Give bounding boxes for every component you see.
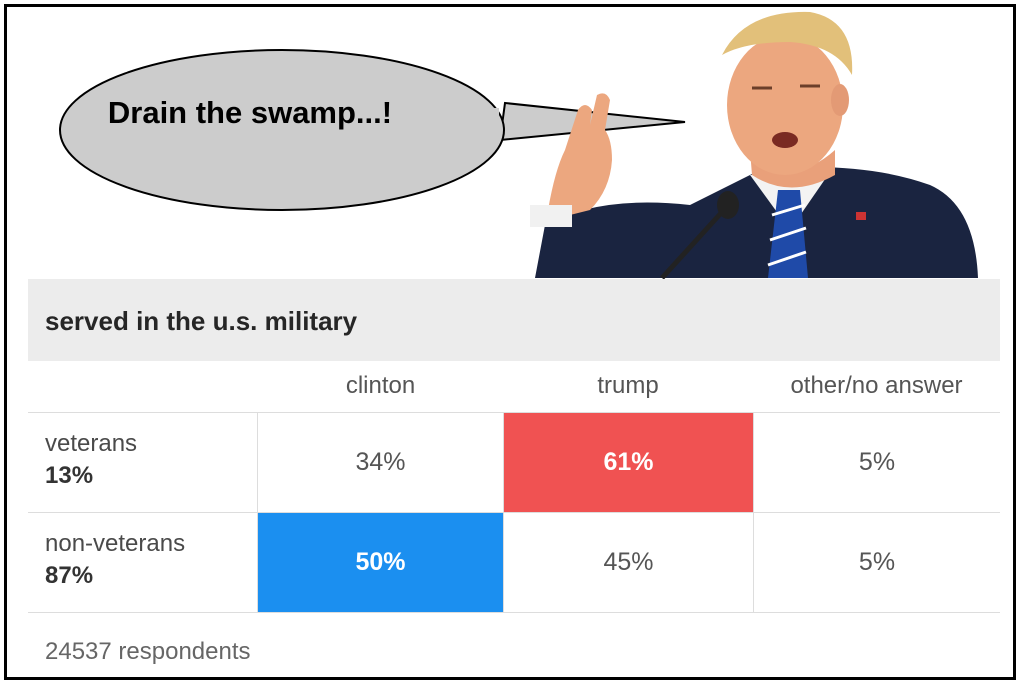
row-label-text: non-veterans <box>45 530 186 557</box>
table-cell-non-veterans-trump: 45% <box>603 548 654 576</box>
table-cell-non-veterans-clinton: 50% <box>258 513 503 612</box>
column-header-clinton: clinton <box>345 372 416 399</box>
column-divider <box>257 412 258 612</box>
flag-pin-icon <box>856 212 866 220</box>
row-divider <box>28 512 1000 513</box>
column-divider <box>503 412 504 612</box>
microphone-icon <box>660 191 739 280</box>
cartoon-illustration <box>59 11 978 280</box>
row-divider <box>28 612 1000 613</box>
respondent-count: 24537 respondents <box>45 638 251 665</box>
column-header-trump: trump <box>597 372 659 399</box>
table-title: served in the u.s. military <box>45 306 358 336</box>
row-divider <box>28 412 1000 413</box>
table-cell-veterans-trump: 61% <box>504 413 753 512</box>
row-label-text: veterans <box>45 430 138 457</box>
row-share: 13% <box>45 462 94 490</box>
row-label-veterans: veterans 13% <box>45 428 137 493</box>
table-title-bar <box>28 279 1000 361</box>
column-divider <box>753 412 754 612</box>
column-header-other: other/no answer <box>790 372 963 399</box>
table-cell-non-veterans-other: 5% <box>858 548 896 576</box>
speaker-figure <box>530 11 978 280</box>
row-share: 87% <box>45 562 94 590</box>
table-cell-veterans-other: 5% <box>858 448 896 476</box>
row-label-non-veterans: non-veterans 87% <box>45 528 185 593</box>
speech-bubble-text: Drain the swamp...! <box>107 95 393 130</box>
table-cell-veterans-clinton: 34% <box>355 448 406 476</box>
